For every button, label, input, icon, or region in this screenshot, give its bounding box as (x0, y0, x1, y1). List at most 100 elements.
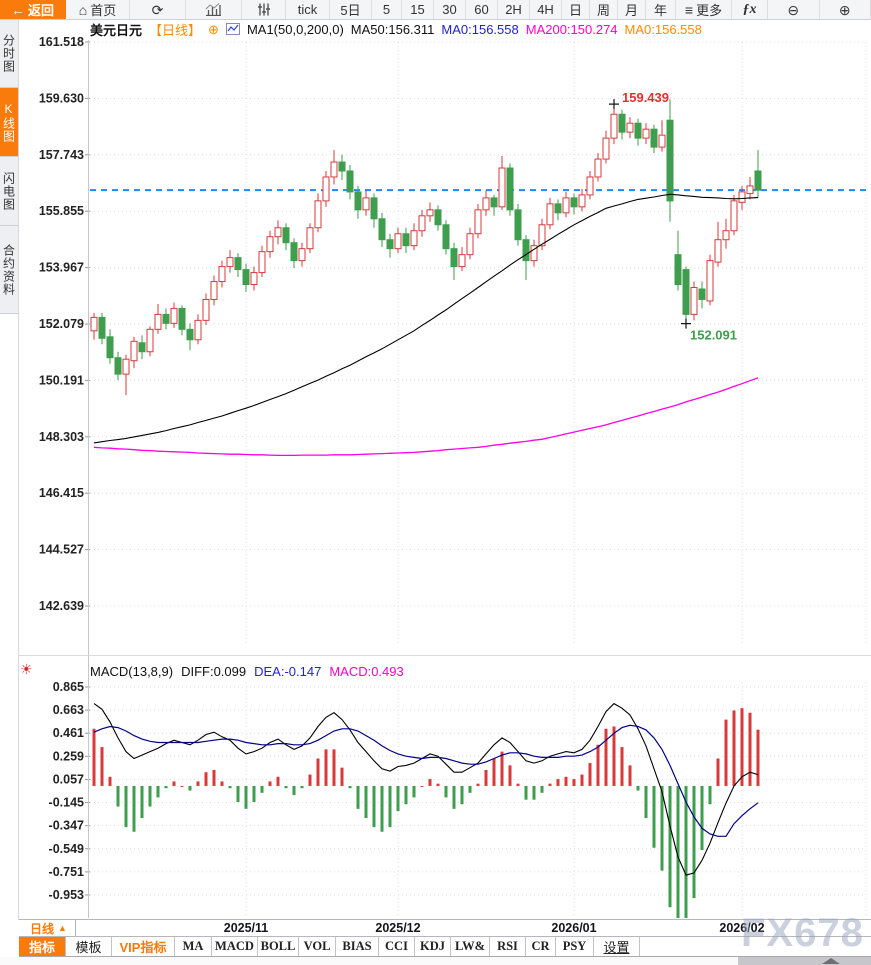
toolbar-back-button[interactable]: ← 返回 (0, 0, 66, 19)
scroll-up-arrow-icon[interactable] (822, 958, 840, 964)
toolbar-tf-month-label: 月 (624, 3, 638, 18)
bar-chart-icon (205, 3, 222, 16)
toolbar-tf-2h-label: 2H (505, 2, 522, 17)
bottom-scrollbar-track (0, 957, 871, 965)
toolbar-tf-4h-button[interactable]: 4H (530, 0, 562, 19)
equalizer-icon (257, 3, 271, 16)
toolbar-fx-button[interactable]: ƒx (732, 0, 768, 19)
ma0-orange-value: MA0:156.558 (624, 21, 702, 37)
ma0-blue-value: MA0:156.558 (441, 21, 519, 37)
svg-text:144.527: 144.527 (39, 543, 84, 557)
indicator-tab-boll[interactable]: BOLL (258, 937, 299, 956)
sidebar-item-kline-chart[interactable]: K线图 (0, 88, 18, 157)
toolbar-tf-5-button[interactable]: 5 (372, 0, 402, 19)
top-toolbar: ← 返回 ⌂ 首页 ⟳ tick 5日 5 15 30 60 2H 4H 日周月年 ≡ 更多 ƒx ⊖ ⊕ (0, 0, 871, 20)
toolbar-chart-style-button[interactable] (186, 0, 242, 19)
svg-text:159.439: 159.439 (622, 90, 669, 105)
indicator-tab-rsi[interactable]: RSI (490, 937, 526, 956)
sidebar-item-flash-chart[interactable]: 闪电图 (0, 157, 18, 226)
svg-text:-0.145: -0.145 (49, 796, 84, 810)
indicator-tab-vip-indicators[interactable]: VIP指标 (112, 937, 175, 956)
chart-type-sidebar: 分时图 K线图 闪电图 合约资料 (0, 20, 19, 920)
symbol-name: 美元日元 (90, 22, 143, 38)
toolbar-zoom-in-button[interactable]: ⊕ (820, 0, 871, 19)
sidebar-item-contract-info[interactable]: 合约资料 (0, 226, 18, 314)
zoom-in-icon: ⊕ (838, 1, 851, 18)
chart-title-bar: 美元日元 【日线】 ⊕ MA1(50,0,200,0) MA50:156.311… (90, 21, 702, 38)
toolbar-tf-year-button[interactable]: 年 (646, 0, 676, 19)
indicator-tab-settings[interactable]: 设置 (594, 937, 640, 956)
toolbar-tf-15-button[interactable]: 15 (402, 0, 434, 19)
indicator-toolbar-filler (640, 937, 871, 956)
sidebar-item-time-chart[interactable]: 分时图 (0, 20, 18, 88)
toolbar-more-button[interactable]: ≡ 更多 (676, 0, 732, 19)
svg-text:152.091: 152.091 (690, 328, 737, 343)
period-dropdown-label: 日线 (30, 921, 55, 936)
indicator-tab-cci[interactable]: CCI (379, 937, 415, 956)
toolbar-zoom-out-button[interactable]: ⊖ (768, 0, 820, 19)
svg-text:159.630: 159.630 (39, 91, 84, 105)
indicator-tab-macd[interactable]: MACD (212, 937, 258, 956)
svg-text:0.663: 0.663 (53, 703, 84, 717)
svg-text:0.461: 0.461 (53, 726, 84, 740)
add-favorite-icon[interactable]: ⊕ (208, 21, 219, 37)
indicator-tab-cr[interactable]: CR (526, 937, 556, 956)
home-icon: ⌂ (78, 1, 88, 18)
macd-dea-value: DEA:-0.147 (254, 664, 322, 679)
menu-icon: ≡ (684, 1, 694, 18)
x-axis-label: 2025/12 (375, 921, 421, 935)
toolbar-indicator-adjust-button[interactable] (242, 0, 286, 19)
svg-text:0.057: 0.057 (53, 772, 84, 786)
svg-text:-0.549: -0.549 (49, 842, 84, 856)
toolbar-tf-month-button[interactable]: 月 (618, 0, 646, 19)
refresh-icon: ⟳ (151, 1, 164, 18)
fx-icon: ƒx (742, 1, 757, 17)
macd-diff-value: DIFF:0.099 (181, 664, 247, 679)
indicator-toolbar: 指标 模板 VIP指标 MA MACD BOLL VOL BIAS CCI KDJ LW& RSI CR… (19, 937, 871, 957)
indicator-tab-bias[interactable]: BIAS (336, 937, 379, 956)
ma50-value: MA50:156.311 (350, 21, 435, 37)
toolbar-tf-60-button[interactable]: 60 (466, 0, 498, 19)
svg-text:148.303: 148.303 (39, 430, 84, 444)
indicator-tab-ma[interactable]: MA (175, 937, 212, 956)
indicator-tab-vol[interactable]: VOL (299, 937, 336, 956)
indicator-tab-lw[interactable]: LW& (451, 937, 490, 956)
svg-text:-0.953: -0.953 (49, 888, 84, 902)
svg-text:0.259: 0.259 (53, 749, 84, 763)
ma-settings-label: MA1(50,0,200,0) (246, 21, 344, 37)
svg-text:142.639: 142.639 (39, 599, 84, 613)
toolbar-tf-60-label: 60 (474, 2, 489, 17)
svg-text:157.743: 157.743 (39, 148, 84, 162)
macd-title: MACD(13,8,9) (90, 664, 174, 679)
toolbar-refresh-button[interactable]: ⟳ (130, 0, 186, 19)
toolbar-back-label: 返回 (27, 3, 54, 18)
toolbar-home-label: 首页 (90, 3, 117, 18)
scrollbar-thumb[interactable] (738, 957, 871, 965)
svg-text:-0.751: -0.751 (49, 865, 84, 879)
toolbar-tf-2h-button[interactable]: 2H (498, 0, 530, 19)
toolbar-tf-4h-label: 4H (537, 2, 554, 17)
indicator-settings-icon[interactable]: ☀ (20, 661, 33, 677)
indicator-tab-kdj[interactable]: KDJ (415, 937, 451, 956)
svg-text:152.079: 152.079 (39, 317, 84, 331)
toolbar-tf-30-button[interactable]: 30 (434, 0, 466, 19)
toolbar-tick-button[interactable]: tick (286, 0, 330, 19)
indicator-tab-psy[interactable]: PSY (556, 937, 594, 956)
toolbar-tf-week-label: 周 (596, 3, 610, 18)
toolbar-tf-5-label: 5 (382, 2, 391, 17)
svg-text:150.191: 150.191 (39, 373, 84, 387)
period-dropdown[interactable]: 日线 ▲ (22, 920, 76, 936)
toolbar-tf-day-label: 日 (568, 3, 582, 18)
toolbar-tf-day-button[interactable]: 日 (562, 0, 590, 19)
toolbar-tf-week-button[interactable]: 周 (590, 0, 618, 19)
indicator-tab-templates[interactable]: 模板 (66, 937, 112, 956)
indicator-tab-indicators[interactable]: 指标 (19, 937, 66, 956)
toolbar-tf-year-label: 年 (653, 3, 667, 18)
toolbar-home-button[interactable]: ⌂ 首页 (66, 0, 130, 19)
toolbar-range-5d-button[interactable]: 5日 (330, 0, 372, 19)
macd-macd-value: MACD:0.493 (329, 664, 404, 679)
x-axis-row: 日线 ▲ (19, 919, 871, 937)
svg-text:155.855: 155.855 (39, 204, 84, 218)
macd-header: MACD(13,8,9) DIFF:0.099 DEA:-0.147 MACD:… (90, 664, 404, 679)
